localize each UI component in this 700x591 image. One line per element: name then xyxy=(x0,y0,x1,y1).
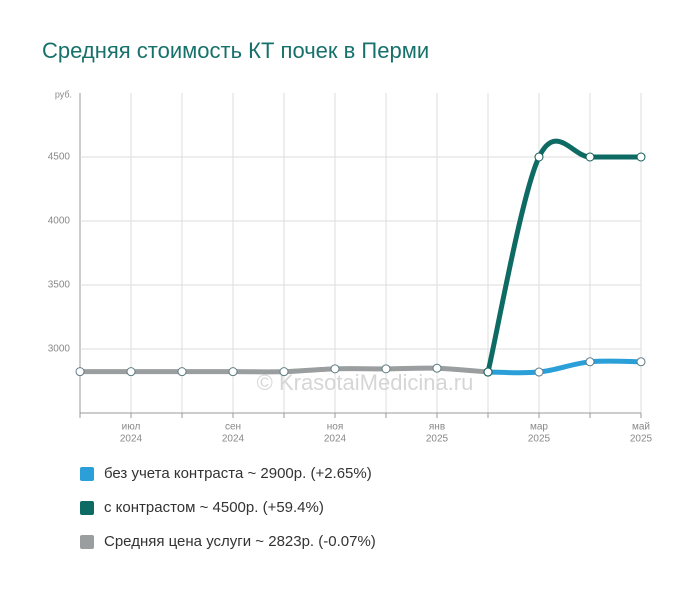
y-tick-label: 3500 xyxy=(48,280,71,291)
point xyxy=(636,152,646,162)
point xyxy=(279,367,289,377)
point xyxy=(585,357,595,367)
x-tick-label: сен xyxy=(225,422,241,433)
series-line xyxy=(485,138,644,375)
y-unit: руб. xyxy=(55,89,72,99)
x-tick-label: май xyxy=(632,422,650,433)
legend-swatch xyxy=(80,501,94,515)
legend-swatch xyxy=(80,467,94,481)
x-tick-label: мар xyxy=(530,422,548,433)
point xyxy=(432,363,442,373)
legend-swatch xyxy=(80,535,94,549)
point xyxy=(75,367,85,377)
point xyxy=(228,367,238,377)
point xyxy=(534,367,544,377)
series-line xyxy=(485,358,644,376)
y-tick-label: 4500 xyxy=(48,152,71,163)
point xyxy=(534,152,544,162)
x-tick-year: 2024 xyxy=(324,434,347,445)
legend-label: Средняя цена услуги ~ 2823р. (-0.07%) xyxy=(104,533,376,550)
x-tick-year: 2024 xyxy=(120,434,143,445)
point xyxy=(585,152,595,162)
watermark: © KrasotaiMedicina.ru xyxy=(257,370,474,395)
y-tick-label: 4000 xyxy=(48,216,71,227)
legend-label: с контрастом ~ 4500р. (+59.4%) xyxy=(104,499,324,516)
point xyxy=(381,364,391,374)
x-tick-year: 2024 xyxy=(222,434,245,445)
y-tick-label: 3000 xyxy=(48,344,71,355)
x-tick-year: 2025 xyxy=(426,434,449,445)
x-tick-year: 2025 xyxy=(630,434,653,445)
x-tick-label: ноя xyxy=(327,422,344,433)
x-tick-year: 2025 xyxy=(528,434,551,445)
legend-label: без учета контраста ~ 2900р. (+2.65%) xyxy=(104,465,372,482)
x-tick-label: июл xyxy=(122,422,141,433)
x-tick-label: янв xyxy=(429,422,445,433)
point xyxy=(483,367,493,377)
chart-title: Средняя стоимость КТ почек в Перми xyxy=(42,38,429,63)
point xyxy=(126,367,136,377)
point xyxy=(330,364,340,374)
point xyxy=(177,367,187,377)
point xyxy=(636,357,646,367)
